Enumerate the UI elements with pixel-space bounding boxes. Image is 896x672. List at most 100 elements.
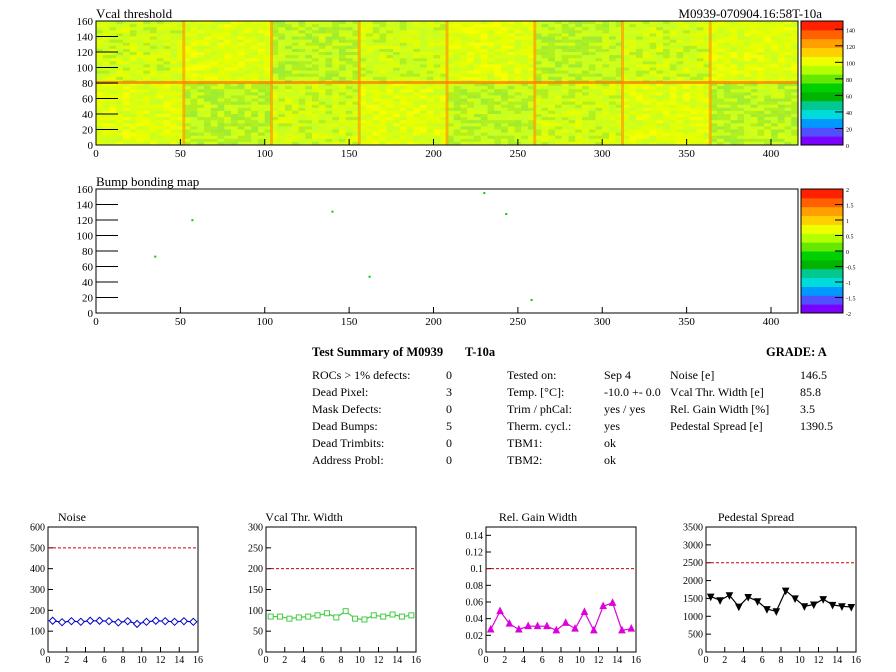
threshold-cell [102, 129, 110, 133]
y-tick-label: 0.12 [466, 548, 484, 559]
threshold-cell [723, 95, 731, 99]
threshold-cell [501, 126, 509, 130]
threshold-cell [318, 30, 326, 34]
palette-tick-label: -0.5 [846, 266, 856, 272]
threshold-cell [649, 83, 657, 87]
threshold-cell [332, 92, 340, 96]
threshold-cell [224, 95, 232, 99]
threshold-cell [393, 67, 401, 71]
threshold-cell [379, 135, 387, 140]
threshold-cell [582, 126, 590, 130]
threshold-cell [757, 89, 765, 93]
threshold-cell [541, 126, 549, 130]
threshold-cell [534, 73, 542, 78]
threshold-cell [447, 126, 455, 130]
threshold-cell [480, 39, 488, 44]
threshold-cell [528, 45, 536, 50]
threshold-cell [170, 132, 178, 137]
x-tick-label: 400 [763, 148, 780, 160]
threshold-cell [217, 83, 225, 87]
threshold-cell [548, 123, 556, 127]
x-tick-label: 300 [594, 316, 611, 328]
threshold-cell [656, 117, 664, 121]
threshold-cell [406, 95, 414, 99]
threshold-cell [710, 61, 718, 65]
threshold-cell [696, 86, 704, 90]
threshold-cell [102, 30, 110, 34]
threshold-cell [615, 135, 623, 140]
threshold-cell [312, 138, 320, 143]
threshold-cell [204, 30, 212, 34]
threshold-cell [615, 126, 623, 130]
palette-tick-label: -1 [846, 281, 851, 287]
threshold-cell [669, 92, 677, 96]
threshold-cell [231, 95, 239, 99]
threshold-cell [555, 30, 563, 34]
threshold-cell [568, 48, 576, 53]
threshold-cell [744, 73, 752, 78]
threshold-cell [129, 39, 137, 44]
threshold-cell [622, 138, 630, 143]
threshold-cell [325, 61, 333, 65]
threshold-cell [406, 104, 414, 109]
threshold-cell [190, 120, 198, 124]
threshold-cell [244, 21, 252, 25]
threshold-cell [683, 21, 691, 25]
threshold-cell [386, 67, 394, 71]
threshold-cell [480, 58, 488, 62]
threshold-cell [136, 126, 144, 130]
threshold-cell [555, 45, 563, 50]
threshold-cell [298, 132, 306, 137]
threshold-cell [312, 30, 320, 34]
threshold-cell [372, 83, 380, 87]
threshold-cell [447, 52, 455, 56]
threshold-cell [649, 52, 657, 56]
data-point [706, 593, 715, 602]
threshold-cell [582, 135, 590, 140]
x-tick-label: 200 [425, 148, 442, 160]
threshold-cell [352, 55, 360, 59]
threshold-cell [102, 135, 110, 140]
y-tick-label: 150 [248, 585, 263, 596]
threshold-cell [588, 52, 596, 56]
threshold-cell [366, 61, 374, 65]
threshold-cell [744, 45, 752, 50]
threshold-cell [561, 123, 569, 127]
threshold-cell [757, 42, 765, 47]
threshold-cell [399, 141, 407, 146]
threshold-cell [615, 123, 623, 127]
threshold-cell [784, 120, 792, 124]
threshold-cell [143, 33, 151, 37]
threshold-cell [555, 48, 563, 53]
threshold-cell [102, 92, 110, 96]
threshold-cell [501, 101, 509, 106]
threshold-cell [582, 89, 590, 93]
x-tick-label: 0 [704, 655, 709, 666]
threshold-cell [237, 114, 245, 118]
threshold-cell [291, 135, 299, 140]
threshold-cell [480, 117, 488, 121]
threshold-cell [231, 83, 239, 87]
threshold-cell [420, 70, 428, 75]
threshold-cell [406, 76, 414, 81]
threshold-cell [480, 52, 488, 56]
threshold-cell [291, 33, 299, 37]
data-point [132, 619, 142, 629]
threshold-cell [177, 114, 185, 118]
threshold-cell [534, 120, 542, 124]
threshold-cell [237, 126, 245, 130]
threshold-cell [568, 138, 576, 143]
threshold-cell [231, 123, 239, 127]
threshold-cell [717, 138, 725, 143]
threshold-cell [399, 52, 407, 56]
threshold-cell [231, 98, 239, 102]
threshold-cell [683, 73, 691, 78]
threshold-cell [703, 117, 711, 121]
threshold-cell [777, 24, 785, 28]
threshold-cell [406, 24, 414, 28]
threshold-cell [210, 101, 218, 106]
threshold-cell [231, 55, 239, 59]
series-line [270, 610, 412, 621]
threshold-cell [237, 61, 245, 65]
threshold-cell [460, 101, 468, 106]
